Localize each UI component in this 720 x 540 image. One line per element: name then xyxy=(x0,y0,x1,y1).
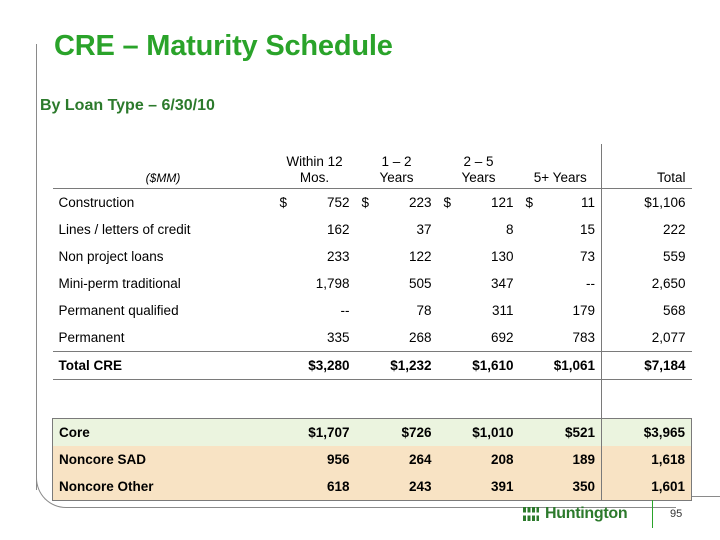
footer-divider xyxy=(652,500,653,528)
cell-value: $223 xyxy=(355,188,438,216)
cell-value: 37 xyxy=(416,222,432,237)
cell-value: 618 xyxy=(273,473,356,501)
page-number: 95 xyxy=(670,508,683,520)
cell-value: 350 xyxy=(519,473,602,501)
table-row: Mini-perm traditional 1,798 505 347 -- 2… xyxy=(53,270,692,297)
page-subtitle: By Loan Type – 6/30/10 xyxy=(40,97,215,114)
cell-value: $1,061 xyxy=(519,351,602,380)
cell-value: 783 xyxy=(572,330,595,345)
cell-value: 208 xyxy=(437,446,520,473)
row-label: Construction xyxy=(52,188,274,216)
cell-total: $1,106 xyxy=(601,188,692,216)
slide-frame-left xyxy=(36,44,37,490)
segment-row-noncore-other: Noncore Other 618 243 391 350 1,601 xyxy=(52,473,692,501)
table-row: Permanent 335 268 692 783 2,077 xyxy=(53,324,692,352)
slide-frame-bottom xyxy=(664,496,720,497)
cell-value: 162 xyxy=(326,222,350,237)
table-row: Lines / letters of credit 162 37 8 15 22… xyxy=(53,216,692,243)
cell-value: 122 xyxy=(408,249,432,264)
cell-value: 15 xyxy=(579,222,595,237)
table-spacer xyxy=(53,379,692,419)
cell-total: $3,965 xyxy=(601,418,692,446)
cell-value: $3,280 xyxy=(273,351,356,380)
cell-value: 692 xyxy=(490,330,514,345)
page-title: CRE – Maturity Schedule xyxy=(54,30,393,62)
row-label: Noncore Other xyxy=(52,473,274,501)
header-total: Total xyxy=(601,144,692,189)
segment-row-noncore-sad: Noncore SAD 956 264 208 189 1,618 xyxy=(52,446,692,473)
cell-value: 179 xyxy=(572,303,595,318)
cell-value: $1,610 xyxy=(437,351,520,380)
cell-value: 189 xyxy=(519,446,602,473)
cell-total: 2,650 xyxy=(601,270,692,297)
cell-value: $1,232 xyxy=(355,351,438,380)
unit-label: ($MM) xyxy=(145,171,181,185)
cell-value: -- xyxy=(340,303,350,318)
cell-value: $726 xyxy=(355,418,438,446)
cell-value: 268 xyxy=(408,330,432,345)
cell-value: $521 xyxy=(519,418,602,446)
row-label: Total CRE xyxy=(52,351,274,380)
table-row: Construction $752 $223 $121 $11 $1,106 xyxy=(52,188,692,216)
cell-value: 73 xyxy=(579,249,595,264)
cell-value: $11 xyxy=(519,188,602,216)
cell-value: 264 xyxy=(355,446,438,473)
row-label: Noncore SAD xyxy=(52,446,274,473)
cell-value: $1,010 xyxy=(437,418,520,446)
logo-text: Huntington xyxy=(545,505,628,522)
huntington-logo: Huntington xyxy=(522,505,628,523)
cell-value: 243 xyxy=(355,473,438,501)
cell-value: 311 xyxy=(491,303,514,318)
cell-value: 956 xyxy=(273,446,356,473)
dollar-sign: $ xyxy=(443,195,452,210)
huntington-mark-icon xyxy=(522,505,540,523)
cell-value: 391 xyxy=(437,473,520,501)
cell-value: -- xyxy=(586,276,595,291)
cell-value: $121 xyxy=(437,188,520,216)
header-5plus-years: 5+ Years xyxy=(533,170,587,185)
maturity-table: ($MM) Within 12 Mos. 1 – 2 Years 2 – 5 Year… xyxy=(52,144,692,501)
dollar-sign: $ xyxy=(525,195,534,210)
row-label: Permanent xyxy=(58,330,125,345)
cell-value: 8 xyxy=(505,222,514,237)
total-row: Total CRE $3,280 $1,232 $1,610 $1,061 $7… xyxy=(52,351,692,380)
cell-value: 130 xyxy=(490,249,514,264)
cell-total: 1,618 xyxy=(601,446,692,473)
cell-value: 1,798 xyxy=(315,276,350,291)
header-2-5-years: 2 – 5 Years xyxy=(461,154,496,185)
dollar-sign: $ xyxy=(361,195,370,210)
cell-value: 347 xyxy=(490,276,514,291)
cell-value: 505 xyxy=(408,276,432,291)
cell-total: $7,184 xyxy=(601,351,692,380)
cell-total: 559 xyxy=(601,243,692,270)
row-label: Lines / letters of credit xyxy=(58,222,191,237)
table-row: Permanent qualified -- 78 311 179 568 xyxy=(53,297,692,324)
cell-value: 78 xyxy=(416,303,432,318)
table-row: Non project loans 233 122 130 73 559 xyxy=(53,243,692,270)
dollar-sign: $ xyxy=(279,195,288,210)
segment-row-core: Core $1,707 $726 $1,010 $521 $3,965 xyxy=(52,418,692,446)
cell-value: $752 xyxy=(273,188,356,216)
cell-value: 233 xyxy=(326,249,350,264)
header-1-2-years: 1 – 2 Years xyxy=(379,154,414,185)
table-header-row: ($MM) Within 12 Mos. 1 – 2 Years 2 – 5 Year… xyxy=(53,144,692,189)
row-label: Non project loans xyxy=(58,249,164,264)
row-label: Core xyxy=(52,418,274,446)
cell-total: 2,077 xyxy=(601,324,692,352)
header-within-12: Within 12 Mos. xyxy=(286,154,343,185)
cell-value: 335 xyxy=(326,330,350,345)
cell-total: 222 xyxy=(601,216,692,243)
row-label: Permanent qualified xyxy=(58,303,179,318)
cell-total: 1,601 xyxy=(601,473,692,501)
cell-value: $1,707 xyxy=(273,418,356,446)
row-label: Mini-perm traditional xyxy=(58,276,181,291)
cell-total: 568 xyxy=(601,297,692,324)
